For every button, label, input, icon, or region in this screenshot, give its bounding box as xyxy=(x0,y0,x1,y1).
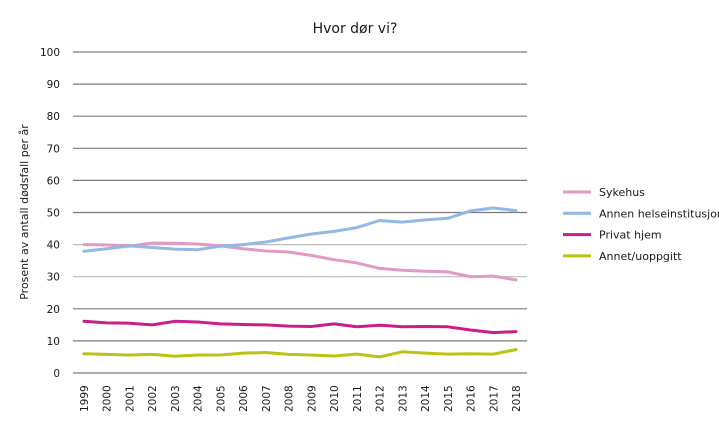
y-tick-label: 0 xyxy=(53,368,60,380)
x-tick-label: 2011 xyxy=(352,385,364,412)
x-tick-label: 2013 xyxy=(397,385,409,412)
x-tick-label: 2016 xyxy=(466,385,478,412)
x-tick-label: 2010 xyxy=(329,385,341,412)
x-tick-label: 2015 xyxy=(443,385,455,412)
legend-label: Annet/uoppgitt xyxy=(599,250,682,263)
x-tick-label: 2007 xyxy=(261,385,273,412)
y-tick-label: 40 xyxy=(47,240,60,252)
gridlines xyxy=(73,51,527,374)
y-tick-label: 80 xyxy=(47,111,60,123)
y-tick-label: 30 xyxy=(47,272,60,284)
series-line-annet-uoppgitt xyxy=(82,348,518,359)
chart-title: Hvor dør vi? xyxy=(313,21,398,37)
y-tick-label: 10 xyxy=(47,336,60,348)
y-tick-labels: 0 10 20 30 40 50 60 70 80 90 100 xyxy=(40,47,60,380)
y-tick-label: 20 xyxy=(47,304,60,316)
y-tick-label: 100 xyxy=(40,47,60,59)
x-tick-label: 2014 xyxy=(420,385,432,412)
series-line-privat-hjem xyxy=(82,319,518,335)
legend-item: Annen helseinstitusjon xyxy=(563,207,719,220)
legend-label: Sykehus xyxy=(599,186,645,199)
x-tick-label: 2017 xyxy=(488,385,500,412)
x-tick-label: 2008 xyxy=(284,385,296,412)
x-tick-label: 2002 xyxy=(147,385,159,412)
y-tick-label: 50 xyxy=(47,208,60,220)
y-tick-label: 90 xyxy=(47,79,60,91)
x-tick-label: 2005 xyxy=(215,385,227,412)
legend: Sykehus Annen helseinstitusjon Privat hjem… xyxy=(563,186,719,263)
x-tick-label: 2009 xyxy=(306,385,318,412)
series-line-annen-helseinstitusjon xyxy=(82,206,518,253)
x-tick-label: 2004 xyxy=(193,385,205,412)
x-tick-label: 2003 xyxy=(170,385,182,412)
y-tick-label: 70 xyxy=(47,143,60,155)
legend-item: Privat hjem xyxy=(563,229,662,242)
legend-label: Annen helseinstitusjon xyxy=(599,207,719,220)
x-tick-label: 2001 xyxy=(124,385,136,412)
series-line-sykehus xyxy=(82,241,518,282)
x-tick-label: 2000 xyxy=(102,385,114,412)
x-tick-label: 2006 xyxy=(238,385,250,412)
y-tick-label: 60 xyxy=(47,175,60,187)
x-tick-label: 2012 xyxy=(375,385,387,412)
legend-label: Privat hjem xyxy=(599,229,662,242)
x-tick-label: 1999 xyxy=(79,385,91,412)
series-lines xyxy=(82,206,518,359)
y-axis-label: Prosent av antall dødsfall per år xyxy=(18,124,31,300)
legend-item: Sykehus xyxy=(563,186,645,199)
legend-item: Annet/uoppgitt xyxy=(563,250,682,263)
x-tick-labels: 1999 2000 2001 2002 2003 2004 2005 2006 2007 2008… xyxy=(79,385,523,412)
x-tick-label: 2018 xyxy=(511,385,523,412)
